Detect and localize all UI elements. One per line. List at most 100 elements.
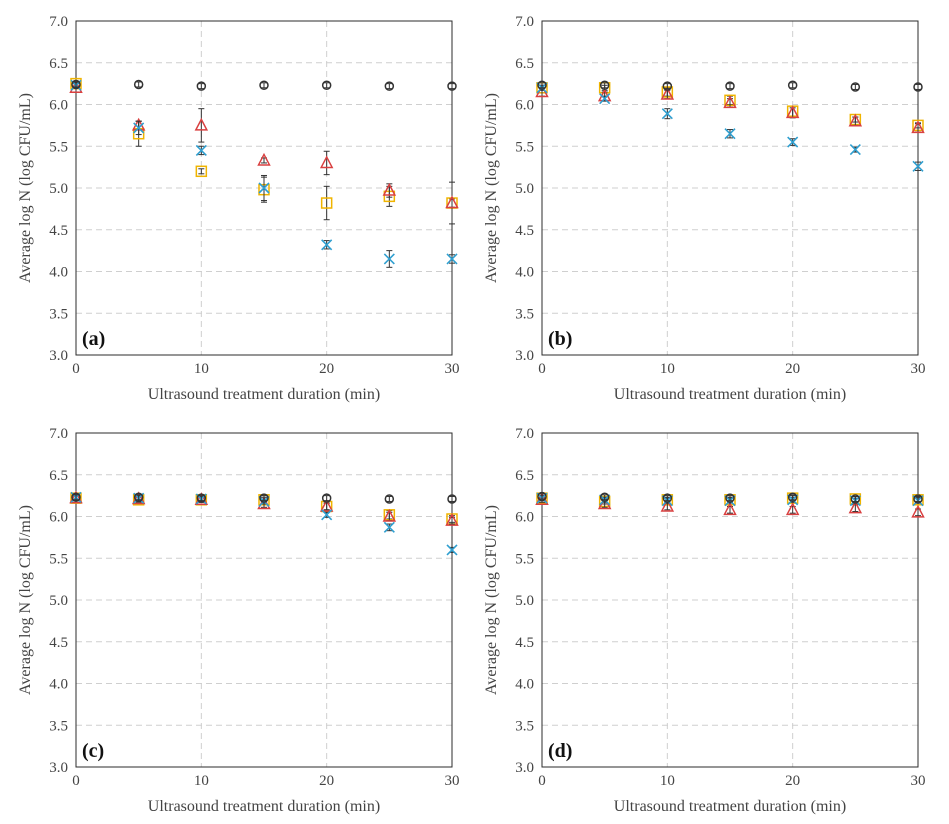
data-point — [660, 86, 675, 100]
chart-a-svg: 3.0 3.5 4.0 4.5 5.0 5.5 6.0 6.5 7.0 0 10 20 30 Ultras… — [17, 14, 460, 403]
x-tick-label: 20 — [785, 361, 800, 377]
data-point — [447, 494, 457, 504]
data-point — [196, 493, 207, 503]
data-point — [194, 492, 209, 506]
x-tick-label: 10 — [194, 773, 209, 789]
data-point — [787, 136, 799, 148]
chart-panel-d: 3.0 3.5 4.0 4.5 5.0 5.5 6.0 6.5 7.0 0 10 20 30 Ultras… — [466, 412, 940, 824]
data-point — [321, 239, 333, 251]
data-point — [445, 195, 459, 209]
y-tick-label: 6.5 — [515, 468, 534, 484]
data-point — [383, 253, 395, 265]
data-point — [913, 494, 923, 504]
y-tick-label: 4.0 — [515, 677, 534, 693]
x-tick-label: 10 — [194, 361, 209, 377]
data-point — [69, 490, 83, 504]
data-point — [662, 81, 673, 91]
y-tick-label: 6.0 — [49, 510, 68, 526]
y-tick-label: 3.0 — [49, 760, 68, 776]
data-point — [259, 80, 269, 91]
series-x — [536, 82, 924, 172]
data-point — [383, 521, 395, 533]
series-circle — [71, 492, 457, 504]
data-point — [319, 155, 334, 169]
data-point — [131, 491, 146, 505]
y-tick-label: 6.5 — [515, 56, 534, 72]
x-tick-label: 30 — [445, 773, 460, 789]
data-point — [71, 79, 81, 90]
y-tick-label: 4.5 — [49, 635, 68, 651]
plot-frame — [75, 432, 453, 768]
data-point — [599, 80, 610, 91]
data-point — [785, 105, 800, 119]
panel-label-b: (b) — [548, 328, 572, 350]
y-tick-label: 7.0 — [515, 426, 534, 442]
chart-b-svg: 3.0 3.5 4.0 4.5 5.0 5.5 6.0 6.5 7.0 0 10 20 30 Ultras… — [483, 14, 926, 403]
data-point — [446, 544, 458, 556]
data-point — [447, 81, 457, 91]
data-point — [321, 80, 332, 91]
x-tick-label: 20 — [319, 361, 334, 377]
x-axis-title: Ultrasound treatment duration (min) — [148, 386, 380, 403]
data-point — [133, 79, 144, 90]
y-axis-title: Average log N (log CFU/mL) — [17, 93, 34, 283]
data-point — [850, 82, 861, 92]
y-tick-label: 7.0 — [49, 14, 68, 30]
chart-panel-a: 3.0 3.5 4.0 4.5 5.0 5.5 6.0 6.5 7.0 0 10 20 30 Ultras… — [0, 0, 474, 412]
data-point — [787, 492, 798, 503]
data-point — [724, 128, 736, 140]
data-point — [911, 120, 925, 134]
data-point — [912, 160, 924, 172]
x-tick-label: 0 — [538, 773, 546, 789]
y-tick-label: 6.0 — [49, 98, 68, 114]
data-point — [723, 95, 737, 109]
y-tick-label: 6.5 — [49, 468, 68, 484]
chart-panel-c: 3.0 3.5 4.0 4.5 5.0 5.5 6.0 6.5 7.0 0 10 20 30 Ultras… — [0, 412, 474, 824]
y-tick-label: 5.5 — [49, 551, 68, 567]
x-tick-label: 30 — [911, 361, 926, 377]
series-circle — [537, 80, 923, 92]
y-tick-label: 5.5 — [49, 139, 68, 155]
y-tick-label: 4.0 — [49, 677, 68, 693]
data-point — [445, 513, 459, 526]
x-tick-label: 30 — [911, 773, 926, 789]
x-axis-title: Ultrasound treatment duration (min) — [148, 798, 380, 815]
y-tick-label: 4.0 — [515, 265, 534, 281]
y-tick-label: 3.5 — [49, 306, 68, 322]
y-tick-label: 6.0 — [515, 98, 534, 114]
data-point — [850, 494, 861, 504]
chart-panel-b: 3.0 3.5 4.0 4.5 5.0 5.5 6.0 6.5 7.0 0 10 20 30 Ultras… — [466, 0, 940, 412]
data-point — [71, 492, 81, 503]
y-axis-title: Average log N (log CFU/mL) — [483, 93, 500, 283]
y-tick-label: 3.0 — [49, 348, 68, 364]
y-tick-label: 3.5 — [515, 718, 534, 734]
data-point — [785, 502, 800, 516]
data-point — [725, 81, 735, 91]
x-axis-title: Ultrasound treatment duration (min) — [614, 798, 846, 815]
data-point — [257, 152, 271, 166]
y-tick-label: 3.5 — [49, 718, 68, 734]
x-tick-label: 10 — [660, 773, 675, 789]
data-point — [319, 498, 334, 512]
y-tick-label: 3.5 — [515, 306, 534, 322]
data-point — [321, 509, 333, 521]
y-tick-label: 5.5 — [515, 551, 534, 567]
y-tick-label: 5.0 — [515, 593, 534, 609]
data-point — [133, 122, 145, 134]
data-point — [196, 81, 207, 91]
data-point — [321, 493, 332, 503]
x-tick-label: 30 — [445, 361, 460, 377]
x-tick-label: 20 — [319, 773, 334, 789]
data-point — [133, 492, 144, 503]
y-axis-title: Average log N (log CFU/mL) — [17, 505, 34, 695]
series-circle — [537, 491, 923, 504]
y-axis-title: Average log N (log CFU/mL) — [483, 505, 500, 695]
x-tick-label: 20 — [785, 773, 800, 789]
data-point — [195, 165, 208, 178]
y-tick-label: 6.5 — [49, 56, 68, 72]
data-point — [537, 491, 547, 502]
data-point — [384, 81, 395, 91]
data-point — [320, 197, 333, 209]
y-tick-label: 7.0 — [49, 426, 68, 442]
y-tick-label: 5.0 — [49, 181, 68, 197]
